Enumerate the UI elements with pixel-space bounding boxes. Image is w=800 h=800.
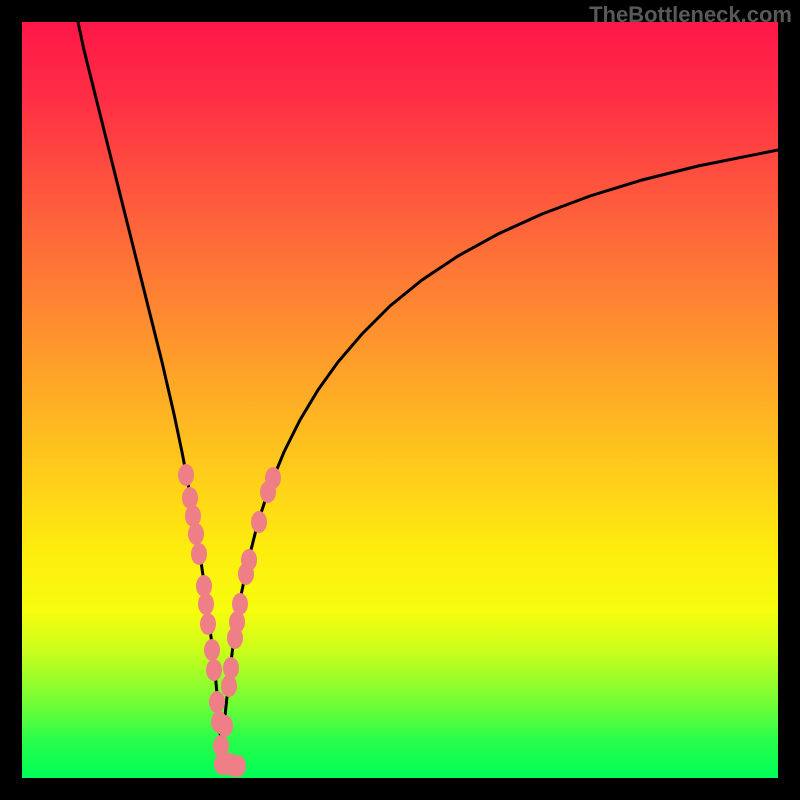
data-marker: [191, 543, 207, 565]
data-marker: [209, 691, 225, 713]
data-marker: [265, 467, 281, 489]
data-marker: [251, 511, 267, 533]
chart-outer: TheBottleneck.com: [0, 0, 800, 800]
data-marker: [223, 657, 239, 679]
plot-area: [22, 22, 778, 778]
data-marker: [217, 715, 233, 737]
gradient-background: [22, 22, 778, 778]
data-marker: [200, 613, 216, 635]
data-marker: [230, 755, 246, 777]
watermark-text: TheBottleneck.com: [589, 2, 792, 28]
data-marker: [178, 464, 194, 486]
data-marker: [198, 593, 214, 615]
data-marker: [241, 549, 257, 571]
chart-svg: [22, 22, 778, 778]
data-marker: [206, 659, 222, 681]
data-marker: [204, 639, 220, 661]
data-marker: [232, 593, 248, 615]
data-marker: [188, 523, 204, 545]
